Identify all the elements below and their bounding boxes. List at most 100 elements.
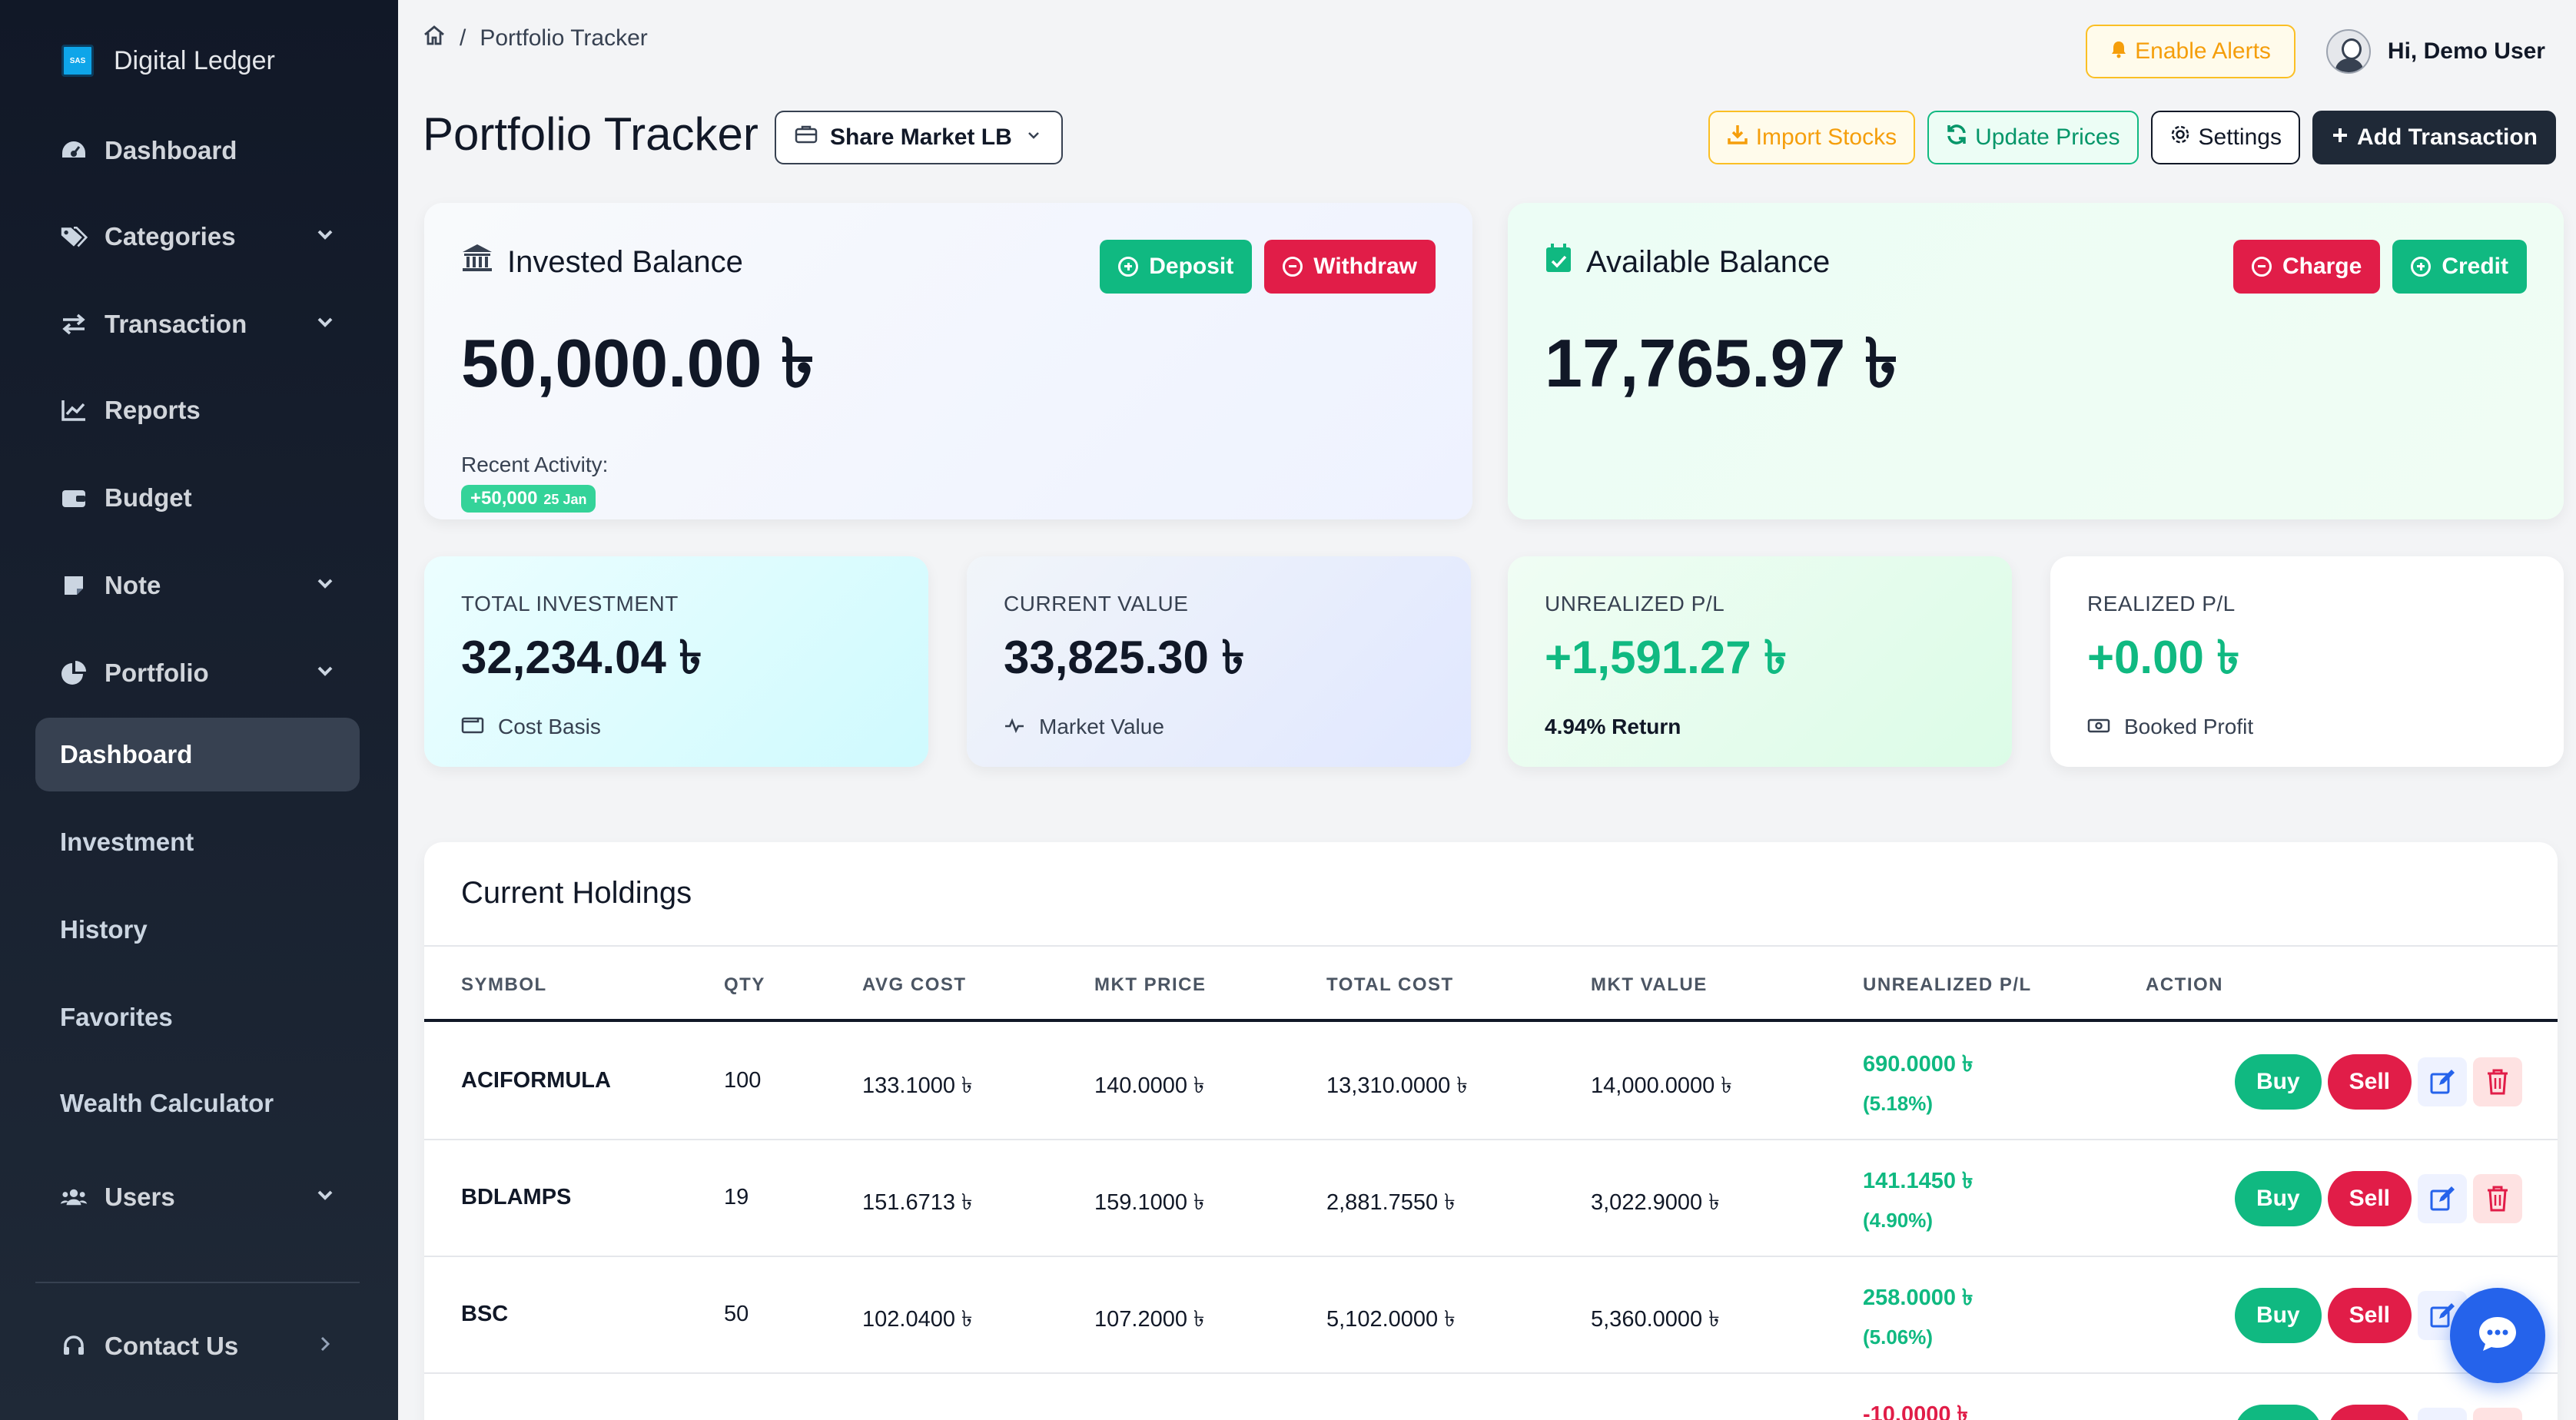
- user-greeting: Hi, Demo User: [2387, 38, 2545, 64]
- sidebar-item-label: Transaction: [105, 310, 247, 338]
- refresh-icon: [1946, 124, 1967, 151]
- cell-avg-cost: 102.0400 ৳: [862, 1307, 973, 1332]
- available-balance-header: Available Balance: [1545, 243, 2527, 281]
- stat-label: TOTAL INVESTMENT: [461, 592, 679, 615]
- sidebar-item-contact-us[interactable]: Contact Us: [35, 1309, 360, 1383]
- column-header[interactable]: QTY: [724, 974, 765, 995]
- sidebar-item-label: Reports: [105, 396, 201, 424]
- buy-button[interactable]: Buy: [2234, 1171, 2322, 1226]
- trash-icon[interactable]: [2473, 1174, 2522, 1223]
- sidebar-subitem-history[interactable]: History: [60, 915, 148, 944]
- sell-button[interactable]: Sell: [2327, 1171, 2412, 1226]
- credit-label: Credit: [2442, 254, 2508, 279]
- pl-amount: -10.0000 ৳: [1863, 1402, 1968, 1420]
- buy-button[interactable]: Buy: [2234, 1288, 2322, 1343]
- table-row: -10.0000 ৳ Buy Sell: [424, 1374, 2558, 1420]
- stat-footer: Cost Basis: [461, 715, 891, 739]
- edit-icon[interactable]: [2418, 1057, 2467, 1106]
- briefcase-icon: [795, 124, 818, 151]
- add-transaction-label: Add Transaction: [2356, 124, 2538, 150]
- headset-icon: [60, 1332, 88, 1360]
- brand[interactable]: SAS Digital Ledger: [61, 45, 275, 77]
- cell-qty: 50: [724, 1302, 749, 1326]
- pl-amount: 141.1450 ৳: [1863, 1169, 1973, 1193]
- edit-icon[interactable]: [2418, 1408, 2467, 1420]
- action-bar: Import Stocks Update Prices Settings Add…: [1708, 111, 2556, 164]
- deposit-button[interactable]: Deposit: [1100, 240, 1253, 294]
- cell-mkt-value: 3,022.9000 ৳: [1591, 1190, 1720, 1215]
- settings-button[interactable]: Settings: [2150, 111, 2300, 164]
- recent-activity-date: 25 Jan: [543, 492, 587, 507]
- pulse-icon: [1004, 715, 1025, 739]
- buy-button[interactable]: Buy: [2234, 1054, 2322, 1110]
- import-stocks-button[interactable]: Import Stocks: [1708, 111, 1916, 164]
- cell-symbol: ACIFORMULA: [461, 1068, 611, 1093]
- sidebar-divider: [35, 1282, 360, 1283]
- stat-label: UNREALIZED P/L: [1545, 592, 1725, 615]
- sidebar-subitem-favorites[interactable]: Favorites: [60, 1003, 173, 1031]
- update-prices-button[interactable]: Update Prices: [1927, 111, 2139, 164]
- home-icon[interactable]: [423, 25, 446, 52]
- stat-footer: 4.94% Return: [1545, 715, 1975, 739]
- column-header[interactable]: MKT PRICE: [1094, 974, 1207, 995]
- sidebar-subitem-portfolio-dashboard[interactable]: Dashboard: [35, 718, 360, 791]
- sidebar-item-dashboard[interactable]: Dashboard: [35, 114, 360, 187]
- stat-label: REALIZED P/L: [2087, 592, 2236, 615]
- update-prices-label: Update Prices: [1975, 124, 2120, 150]
- column-header[interactable]: UNREALIZED P/L: [1863, 974, 2032, 995]
- chat-bubble-icon: [2477, 1315, 2518, 1357]
- stat-footer-text: 4.94% Return: [1545, 715, 1681, 738]
- add-transaction-button[interactable]: Add Transaction: [2312, 111, 2556, 164]
- settings-label: Settings: [2198, 124, 2282, 150]
- sidebar-item-label: Dashboard: [105, 136, 237, 164]
- sidebar-item-label: Users: [105, 1183, 175, 1211]
- sidebar-subitem-wealth-calculator[interactable]: Wealth Calculator: [60, 1089, 274, 1117]
- invested-balance-header: Invested Balance: [461, 243, 1436, 281]
- market-select-value: Share Market LB: [830, 124, 1012, 150]
- tags-icon: [60, 223, 88, 250]
- cell-unrealized-pl: 141.1450 ৳ (4.90%): [1863, 1163, 1973, 1233]
- sidebar-subitem-investment[interactable]: Investment: [60, 828, 194, 856]
- deposit-label: Deposit: [1149, 254, 1234, 279]
- stat-label: CURRENT VALUE: [1004, 592, 1189, 615]
- sidebar-item-budget[interactable]: Budget: [35, 461, 360, 535]
- sidebar-item-note[interactable]: Note: [35, 549, 360, 622]
- sidebar-item-users[interactable]: Users: [35, 1160, 360, 1234]
- column-header[interactable]: MKT VALUE: [1591, 974, 1708, 995]
- withdraw-button[interactable]: Withdraw: [1264, 240, 1436, 294]
- column-header[interactable]: AVG COST: [862, 974, 967, 995]
- stat-footer-text: Market Value: [1039, 715, 1164, 738]
- enable-alerts-button[interactable]: Enable Alerts: [2086, 25, 2295, 78]
- column-header[interactable]: TOTAL COST: [1326, 974, 1454, 995]
- charge-button[interactable]: Charge: [2232, 240, 2381, 294]
- breadcrumb-current: Portfolio Tracker: [480, 25, 648, 51]
- sell-button[interactable]: Sell: [2327, 1288, 2412, 1343]
- sell-button[interactable]: Sell: [2327, 1405, 2412, 1420]
- import-stocks-label: Import Stocks: [1755, 124, 1897, 150]
- stat-footer-text: Booked Profit: [2124, 715, 2254, 738]
- chevron-down-icon: [314, 223, 337, 252]
- trash-icon[interactable]: [2473, 1408, 2522, 1420]
- recent-activity-label: Recent Activity:: [461, 453, 609, 476]
- cell-unrealized-pl: -10.0000 ৳: [1863, 1397, 1968, 1420]
- edit-icon[interactable]: [2418, 1174, 2467, 1223]
- sidebar-item-categories[interactable]: Categories: [35, 200, 360, 274]
- sidebar-item-portfolio[interactable]: Portfolio: [35, 636, 360, 710]
- buy-button[interactable]: Buy: [2234, 1405, 2322, 1420]
- credit-button[interactable]: Credit: [2392, 240, 2527, 294]
- brand-logo-text: SAS: [69, 56, 86, 65]
- wallet-icon: [461, 715, 484, 739]
- market-select[interactable]: Share Market LB: [775, 111, 1063, 164]
- sidebar-item-reports[interactable]: Reports: [35, 373, 360, 447]
- withdraw-label: Withdraw: [1313, 254, 1417, 279]
- column-header[interactable]: SYMBOL: [461, 974, 547, 995]
- invested-balance-card: Invested Balance Deposit Withdraw 50,000…: [424, 203, 1472, 519]
- available-balance-card: Available Balance Charge Credit 17,765.9…: [1508, 203, 2564, 519]
- trash-icon[interactable]: [2473, 1057, 2522, 1106]
- sell-button[interactable]: Sell: [2327, 1054, 2412, 1110]
- user-menu[interactable]: Hi, Demo User: [2325, 29, 2545, 74]
- stat-footer-text: Cost Basis: [498, 715, 601, 738]
- chat-button[interactable]: [2450, 1288, 2545, 1383]
- cell-mkt-value: 5,360.0000 ৳: [1591, 1307, 1720, 1332]
- sidebar-item-transaction[interactable]: Transaction: [35, 287, 360, 361]
